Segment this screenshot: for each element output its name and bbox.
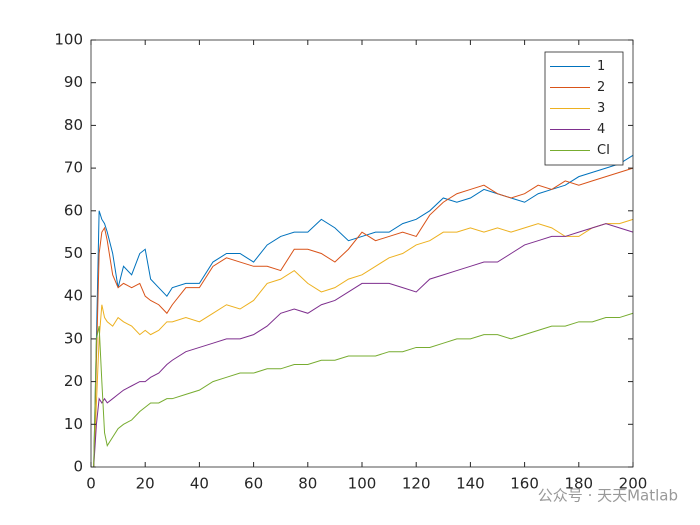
x-tick-label: 160 [510,475,539,493]
x-tick-label: 140 [456,475,485,493]
legend-label: 4 [597,122,605,137]
y-tick-label: 10 [64,415,83,433]
legend-label: 2 [597,80,605,95]
x-tick-label: 0 [86,475,96,493]
legend-label: 3 [597,101,605,116]
x-tick-label: 200 [619,475,648,493]
x-tick-label: 40 [190,475,209,493]
x-tick-label: 120 [402,475,431,493]
y-tick-label: 50 [64,244,83,262]
y-tick-label: 70 [64,159,83,177]
series-line [93,218,634,468]
y-tick-label: 0 [73,458,83,476]
series-line [93,167,634,468]
series-line [93,223,634,468]
legend-label: 1 [597,59,605,74]
x-tick-label: 100 [348,475,377,493]
series-line [93,154,634,468]
y-tick-label: 40 [64,287,83,305]
y-tick-label: 80 [64,116,83,134]
y-tick-label: 30 [64,329,83,347]
y-tick-label: 60 [64,201,83,219]
series-line [93,312,634,468]
y-tick-label: 90 [64,73,83,91]
y-tick-label: 20 [64,372,83,390]
watermark: 公众号 · 天天Matlab [538,487,678,505]
y-tick-label: 100 [54,31,83,49]
x-tick-label: 180 [564,475,593,493]
x-tick-label: 60 [244,475,263,493]
x-tick-label: 80 [298,475,317,493]
x-tick-label: 20 [136,475,155,493]
legend-label: CI [597,143,610,158]
